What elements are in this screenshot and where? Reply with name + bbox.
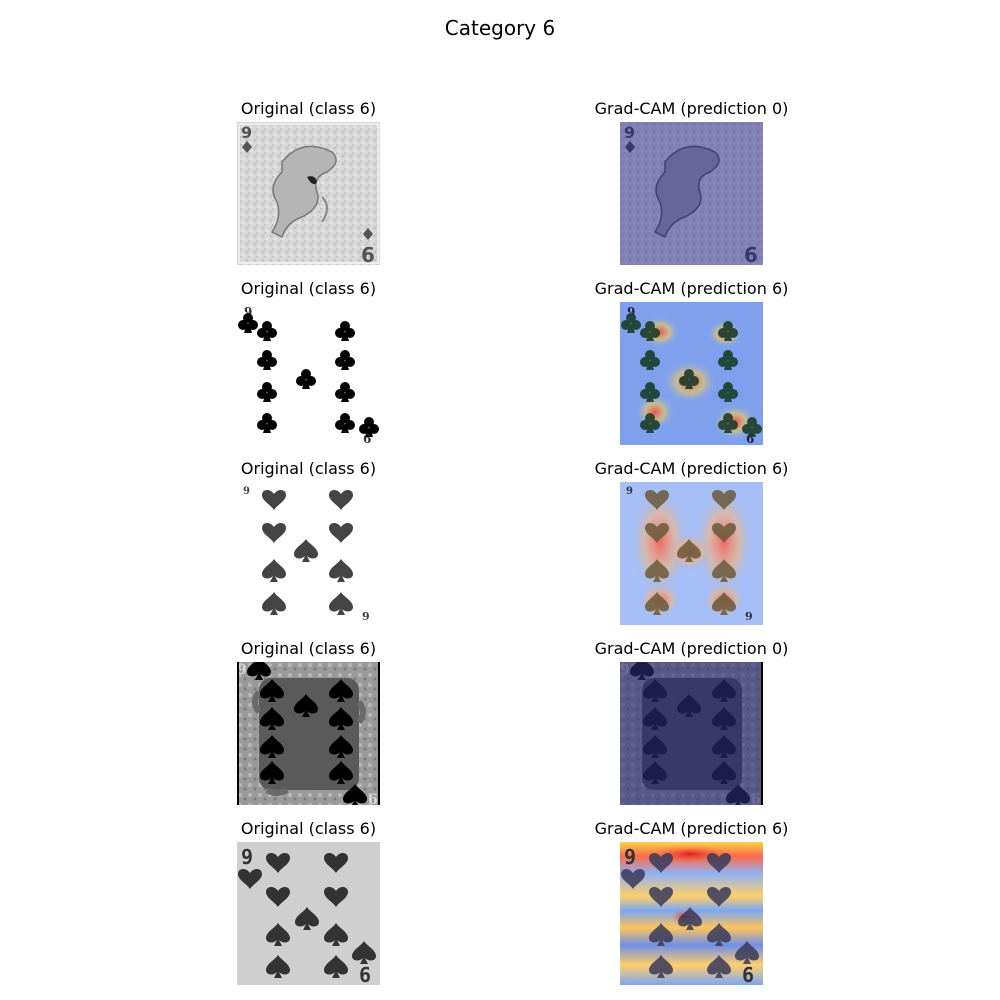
gradcam-image-2: 9 6 — [620, 302, 763, 445]
svg-text:9: 9 — [244, 305, 252, 319]
original-image-4: 9 6 — [237, 662, 380, 805]
original-panel-2: Original (class 6) 9 6 — [237, 279, 380, 445]
gradcam-panel-5: Grad-CAM (prediction 6) 9 — [595, 819, 788, 985]
svg-text:6: 6 — [363, 432, 371, 445]
original-title-4: Original (class 6) — [240, 639, 377, 658]
svg-text:6: 6 — [746, 432, 754, 445]
diamond-icon — [242, 141, 252, 153]
svg-text:6: 6 — [359, 963, 371, 985]
svg-text:9: 9 — [237, 662, 247, 678]
original-image-2: 9 6 — [237, 302, 380, 445]
svg-text:9: 9 — [745, 610, 753, 623]
svg-text:9: 9 — [627, 305, 635, 319]
gradcam-image-3: 9 9 — [620, 482, 763, 625]
svg-text:9: 9 — [624, 845, 636, 869]
original-image-1: 9 6 — [237, 122, 380, 265]
heatmap-overlay — [620, 662, 763, 805]
gradcam-panel-1: Grad-CAM (prediction 0) 9 6 — [595, 99, 788, 265]
gradcam-title-5: Grad-CAM (prediction 6) — [594, 819, 789, 838]
gradcam-image-1: 9 6 — [620, 122, 763, 265]
svg-text:9: 9 — [243, 486, 250, 497]
card-corner-top: 9 — [241, 123, 252, 142]
original-panel-4: Original (class 6) 9 6 — [237, 639, 380, 805]
original-panel-5: Original (class 6) 9 6 — [237, 819, 380, 985]
original-title-2: Original (class 6) — [240, 279, 377, 298]
original-title-3: Original (class 6) — [240, 459, 377, 478]
gradcam-title-3: Grad-CAM (prediction 6) — [594, 459, 789, 478]
gradcam-image-4: 9 6 — [620, 662, 763, 805]
original-image-3: 9 9 — [237, 482, 380, 625]
gradcam-title-1: Grad-CAM (prediction 0) — [594, 99, 789, 118]
gradcam-panel-2: Grad-CAM (prediction 6) 9 6 — [595, 279, 788, 445]
svg-text:9: 9 — [626, 486, 633, 497]
gradcam-panel-4: Grad-CAM (prediction 0) 9 6 — [595, 639, 788, 805]
original-panel-1: Original (class 6) 9 6 — [237, 99, 380, 265]
dragon-art-icon — [270, 145, 337, 239]
svg-text:6: 6 — [368, 792, 378, 805]
svg-text:9: 9 — [241, 845, 253, 869]
figure-title: Category 6 — [444, 16, 556, 40]
gradcam-panel-3: Grad-CAM (prediction 6) 9 9 — [595, 459, 788, 625]
original-title-5: Original (class 6) — [240, 819, 377, 838]
original-panel-3: Original (class 6) 9 9 — [237, 459, 380, 625]
svg-text:6: 6 — [742, 963, 754, 985]
gradcam-image-5: 9 6 — [620, 842, 763, 985]
gradcam-title-2: Grad-CAM (prediction 6) — [594, 279, 789, 298]
svg-text:9: 9 — [362, 610, 370, 623]
gradcam-title-4: Grad-CAM (prediction 0) — [594, 639, 789, 658]
heatmap-overlay — [620, 122, 763, 265]
original-title-1: Original (class 6) — [240, 99, 377, 118]
original-image-5: 9 6 — [237, 842, 380, 985]
card-corner-bottom: 6 — [361, 243, 375, 265]
